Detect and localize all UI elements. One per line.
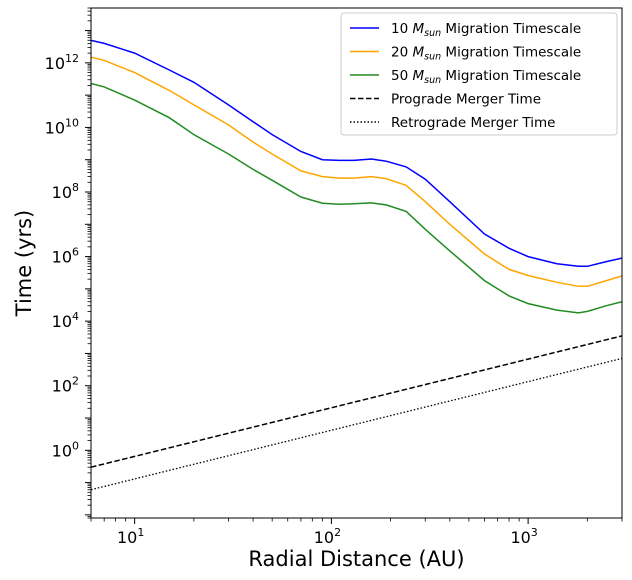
y-axis-label: Time (yrs): [12, 210, 36, 317]
legend: 10 Msun Migration Timescale 20 Msun Migra…: [340, 12, 618, 136]
y-tick-label-2: 102: [52, 375, 79, 396]
legend-label-m50: 50 Msun Migration Timescale: [391, 68, 581, 86]
x-axis-label: Radial Distance (AU): [248, 547, 464, 571]
x-tick-label-1: 101: [117, 526, 144, 547]
plot-frame: [90, 7, 623, 519]
y-axis: 100 102 104 106 108 1010 1012: [45, 7, 91, 519]
legend-label-m20: 20 Msun Migration Timescale: [391, 45, 581, 63]
legend-label-retro: Retrograde Merger Time: [391, 115, 555, 131]
legend-box: [340, 12, 618, 136]
y-tick-label-10: 1010: [45, 116, 79, 137]
legend-label-pro: Prograde Merger Time: [391, 92, 541, 108]
legend-label-m10: 10 Msun Migration Timescale: [391, 21, 581, 39]
y-tick-label-6: 106: [52, 246, 79, 267]
series-line-m10: [91, 39, 622, 268]
y-tick-label-0: 100: [52, 439, 79, 460]
series-line-m20: [91, 56, 622, 288]
x-tick-label-2: 102: [314, 526, 341, 547]
y-tick-label-8: 108: [52, 181, 79, 202]
x-tick-label-3: 103: [510, 526, 537, 547]
y-tick-label-12: 1012: [45, 52, 79, 73]
series-line-m50: [91, 82, 622, 314]
y-tick-label-4: 104: [52, 310, 79, 331]
series-layer: [91, 39, 622, 491]
series-line-retro: [91, 357, 622, 491]
x-axis: 101 102 103: [90, 518, 623, 547]
series-line-pro: [91, 335, 622, 468]
